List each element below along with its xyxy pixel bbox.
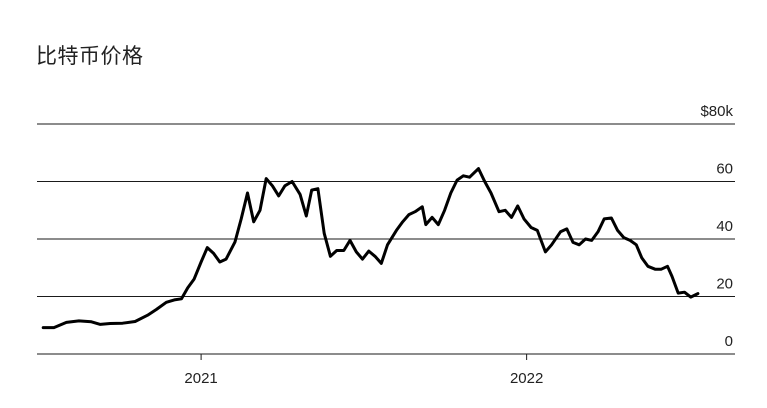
x-tick-label-2022: 2022 xyxy=(510,370,543,387)
series-layer xyxy=(41,167,700,330)
y-tick-label-20: 20 xyxy=(716,276,733,293)
horizontal-gridlines xyxy=(37,123,735,355)
y-tick-label-80: $80k xyxy=(700,103,733,120)
x-tick-label-2021: 2021 xyxy=(184,370,217,387)
y-tick-label-40: 40 xyxy=(716,218,733,235)
y-tick-label-60: 60 xyxy=(716,161,733,178)
y-tick-label-0: 0 xyxy=(725,333,733,350)
series-line-price xyxy=(41,167,700,330)
chart-title: 比特币价格 xyxy=(36,44,144,68)
x-axis-ticks: 2021 2022 xyxy=(184,354,543,387)
y-axis-tick-labels: 0 20 40 60 $80k xyxy=(700,103,733,350)
